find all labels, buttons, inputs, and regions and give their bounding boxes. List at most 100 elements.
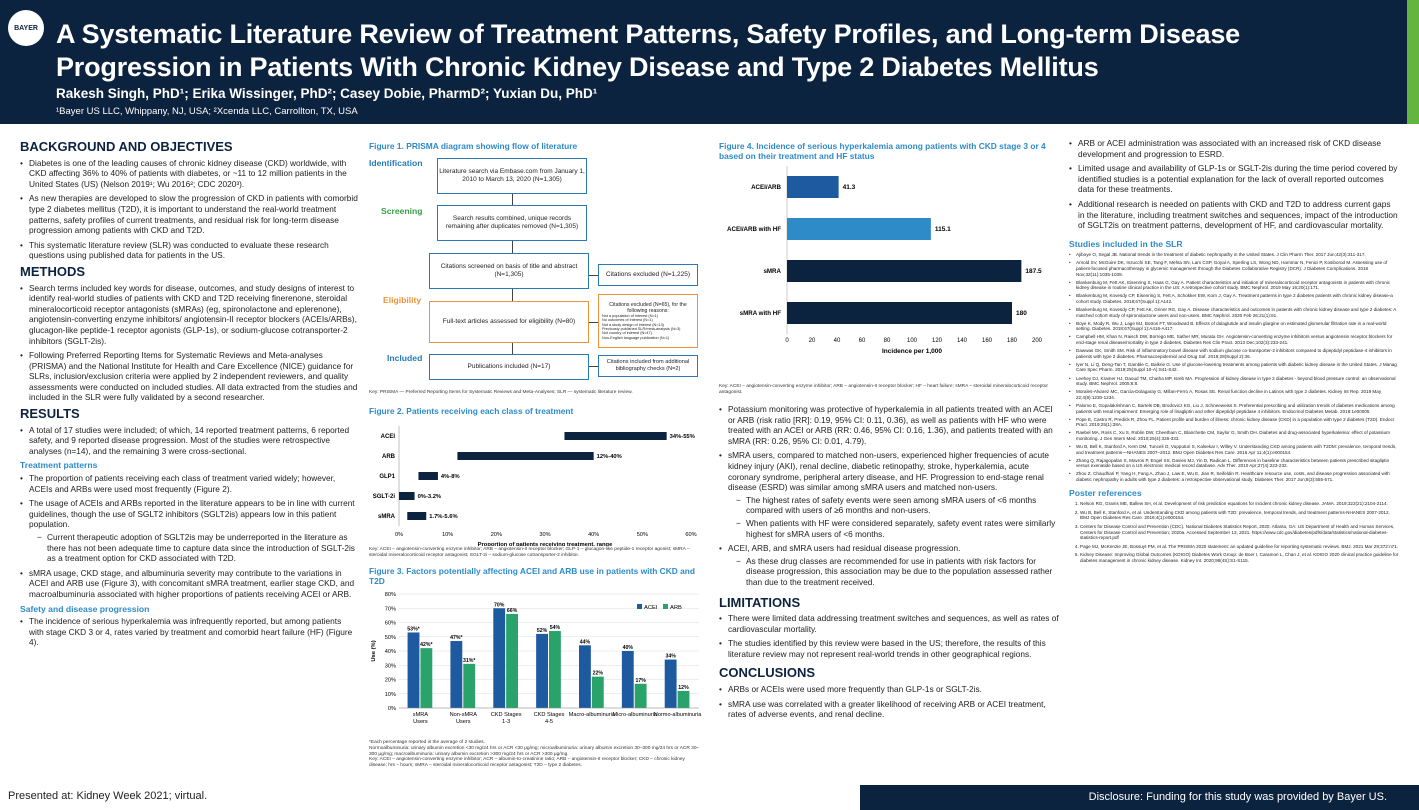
figure-title: Figure 2. Patients receiving each class … <box>369 406 574 416</box>
reference-item: Wu B, Bell K, Stanford A, et al. Underst… <box>1080 510 1399 521</box>
tick-label: 120 <box>932 338 943 344</box>
connector <box>589 322 598 323</box>
data-label: 17% <box>635 678 646 684</box>
figure-title: Figure 1. PRISMA diagram showing flow of… <box>369 141 578 151</box>
category-label: 4-5 <box>545 719 553 725</box>
prisma-included-extra: Citations included from additional bibli… <box>598 355 698 377</box>
tick-label: 200 <box>1032 338 1043 344</box>
list-item: The incidence of serious hyperkalemia wa… <box>20 616 358 648</box>
figure-3-notes: *Each percentage reported is the average… <box>369 740 704 769</box>
tick-label: 40% <box>588 532 599 538</box>
connector <box>512 343 513 354</box>
list-item: sMRA usage, CKD stage, and albuminuria s… <box>20 568 358 600</box>
figure-key: Key: ACEI – angiotensin-converting enzym… <box>369 757 685 769</box>
category-label: sMRA with HF <box>740 310 782 317</box>
figure-2-key: Key: ACEI – angiotensin-converting enzym… <box>369 547 690 558</box>
limitations-heading: LIMITATIONS <box>719 594 801 610</box>
data-label: 180 <box>1016 310 1027 317</box>
data-label: 34% <box>665 654 676 660</box>
prisma-diagram: Identification Screening Eligibility Inc… <box>369 155 704 385</box>
prisma-box-screen: Citations screened on basis of title and… <box>429 253 589 289</box>
list-item: The studies identified by this review we… <box>719 638 1059 659</box>
tick-label: 10% <box>442 532 453 538</box>
list-item: The usage of ACEIs and ARBs reported in … <box>20 498 358 564</box>
list-item: Diabetes is one of the leading causes of… <box>20 158 358 190</box>
bar-acei <box>621 651 634 708</box>
x-axis-title: Incidence per 1,000 <box>882 348 942 355</box>
category-label: Users <box>456 719 471 725</box>
tick-label: 160 <box>982 338 993 344</box>
bar-arb <box>420 648 433 708</box>
safety-heading: Safety and disease progression <box>20 603 150 614</box>
study-item: Blankenburg M, Kovesdy CP, Eisenring S, … <box>1069 293 1399 304</box>
data-label: 52% <box>537 628 548 634</box>
legend-label: ARB <box>670 605 682 611</box>
data-label: 31%* <box>463 658 476 664</box>
study-item: Palomo E, Gopalakrishnan C, Bartels DB, … <box>1069 403 1399 414</box>
bar-arb <box>463 663 476 708</box>
figure-note: Normoalbuminuria: urinary albumin excret… <box>369 745 700 757</box>
category-label: GLP1 <box>379 474 395 480</box>
legend-swatch <box>663 604 668 609</box>
study-item: Blankenburg M, Kovesdy CP, Fett AK, Grin… <box>1069 307 1399 318</box>
category-label: CKD Stages <box>491 712 522 718</box>
tick-label: 20% <box>491 532 502 538</box>
category-label: Non-sMRA <box>450 712 478 718</box>
sub-item: As these drug classes are recommended fo… <box>728 556 1059 588</box>
reference-item: Centers for Disease Control and Preventi… <box>1080 524 1399 541</box>
range-bar <box>457 452 594 460</box>
data-label: 53%* <box>407 626 420 632</box>
methods-heading: METHODS <box>20 263 85 279</box>
bar <box>787 260 1022 282</box>
excluded-reason: No outcomes of interest (N=1) <box>602 318 653 323</box>
data-label: 0%-3.2% <box>418 494 442 500</box>
study-item: Arnold SV, McGuire DK, Inzucchi SE, Tang… <box>1069 260 1399 277</box>
prisma-excluded-1: Citations excluded (N=1,225) <box>598 264 698 286</box>
figure-3-title: Figure 3. Factors potentially affecting … <box>369 566 704 586</box>
range-bar <box>407 512 427 520</box>
figure-4-chart: 0 20 40 60 80 100 120 140 160 180 200 ACEI/ARB 41.3 A… <box>727 166 1043 355</box>
limitations-list: There were limited data addressing treat… <box>719 613 1059 659</box>
study-item: Morales-Alvarez MC, Garcia-Dolagaray G, … <box>1069 389 1399 400</box>
tick-label: 10% <box>385 692 396 698</box>
middle-column: Potassium monitoring was protective of h… <box>719 404 1059 724</box>
study-item: Wu B, Bell K, Stanford A, Kern DM, Tunce… <box>1069 444 1399 455</box>
study-item: Campbell HM, Khan N, Raisch DW, Borrego … <box>1069 334 1399 345</box>
tick-label: 30% <box>539 532 550 538</box>
reference-item: Kidney Disease: Improving Global Outcome… <box>1080 552 1399 563</box>
excluded-reason: Previously published SLR/meta-analysis (… <box>602 327 681 331</box>
tick-label: 70% <box>385 606 396 612</box>
data-label: 187.5 <box>1025 268 1042 275</box>
list-item: Limited usage and availability of GLP-1s… <box>1069 163 1399 195</box>
range-bar <box>399 492 415 500</box>
accent-bar <box>1407 0 1419 124</box>
tick-label: 60% <box>685 532 696 538</box>
tick-label: 20 <box>809 338 816 344</box>
x-axis-title: Proportion of patients receiving treatme… <box>478 542 613 546</box>
right-column: ARB or ACEI administration was associate… <box>1069 138 1399 566</box>
category-label: sMRA <box>378 514 396 520</box>
study-item: Dawwas GK, Smith SM. Risk of inflammator… <box>1069 348 1399 359</box>
list-item: A total of 17 studies were included; of … <box>20 425 358 457</box>
data-label: 12% <box>678 685 689 691</box>
affiliations: ¹Bayer US LLC, Whippany, NJ, USA; ²Xcend… <box>56 106 358 117</box>
data-label: 40% <box>623 645 634 651</box>
tick-label: 50% <box>385 635 396 641</box>
eligibility-label: Eligibility <box>383 295 422 305</box>
connector <box>512 194 513 205</box>
figure-title: Figure 3. Factors potentially affecting … <box>369 566 696 586</box>
disclosure: Disclosure: Funding for this study was p… <box>860 785 1419 810</box>
data-label: 44% <box>580 639 591 645</box>
conclusions-heading: CONCLUSIONS <box>719 665 816 681</box>
tick-label: 0% <box>388 706 396 712</box>
study-item: Pope E, Castro R, Predick R, Zhou FL. Pa… <box>1069 417 1399 428</box>
study-item: Raebel MA, Ross C, Xu S, Roblin DW, Chee… <box>1069 430 1399 441</box>
prisma-box-fulltext: Full-text articles assessed for eligibil… <box>429 301 589 343</box>
excluded-reason: Not a study design of interest (N=13) <box>602 322 664 327</box>
safety-list: The incidence of serious hyperkalemia wa… <box>20 616 358 648</box>
category-label: sMRA <box>413 712 428 718</box>
data-label: 1.7%-5.6% <box>429 514 457 520</box>
logo-text: BAYER <box>14 24 38 32</box>
list-item: Following Preferred Reporting Items for … <box>20 350 358 403</box>
bar-arb <box>634 683 647 708</box>
